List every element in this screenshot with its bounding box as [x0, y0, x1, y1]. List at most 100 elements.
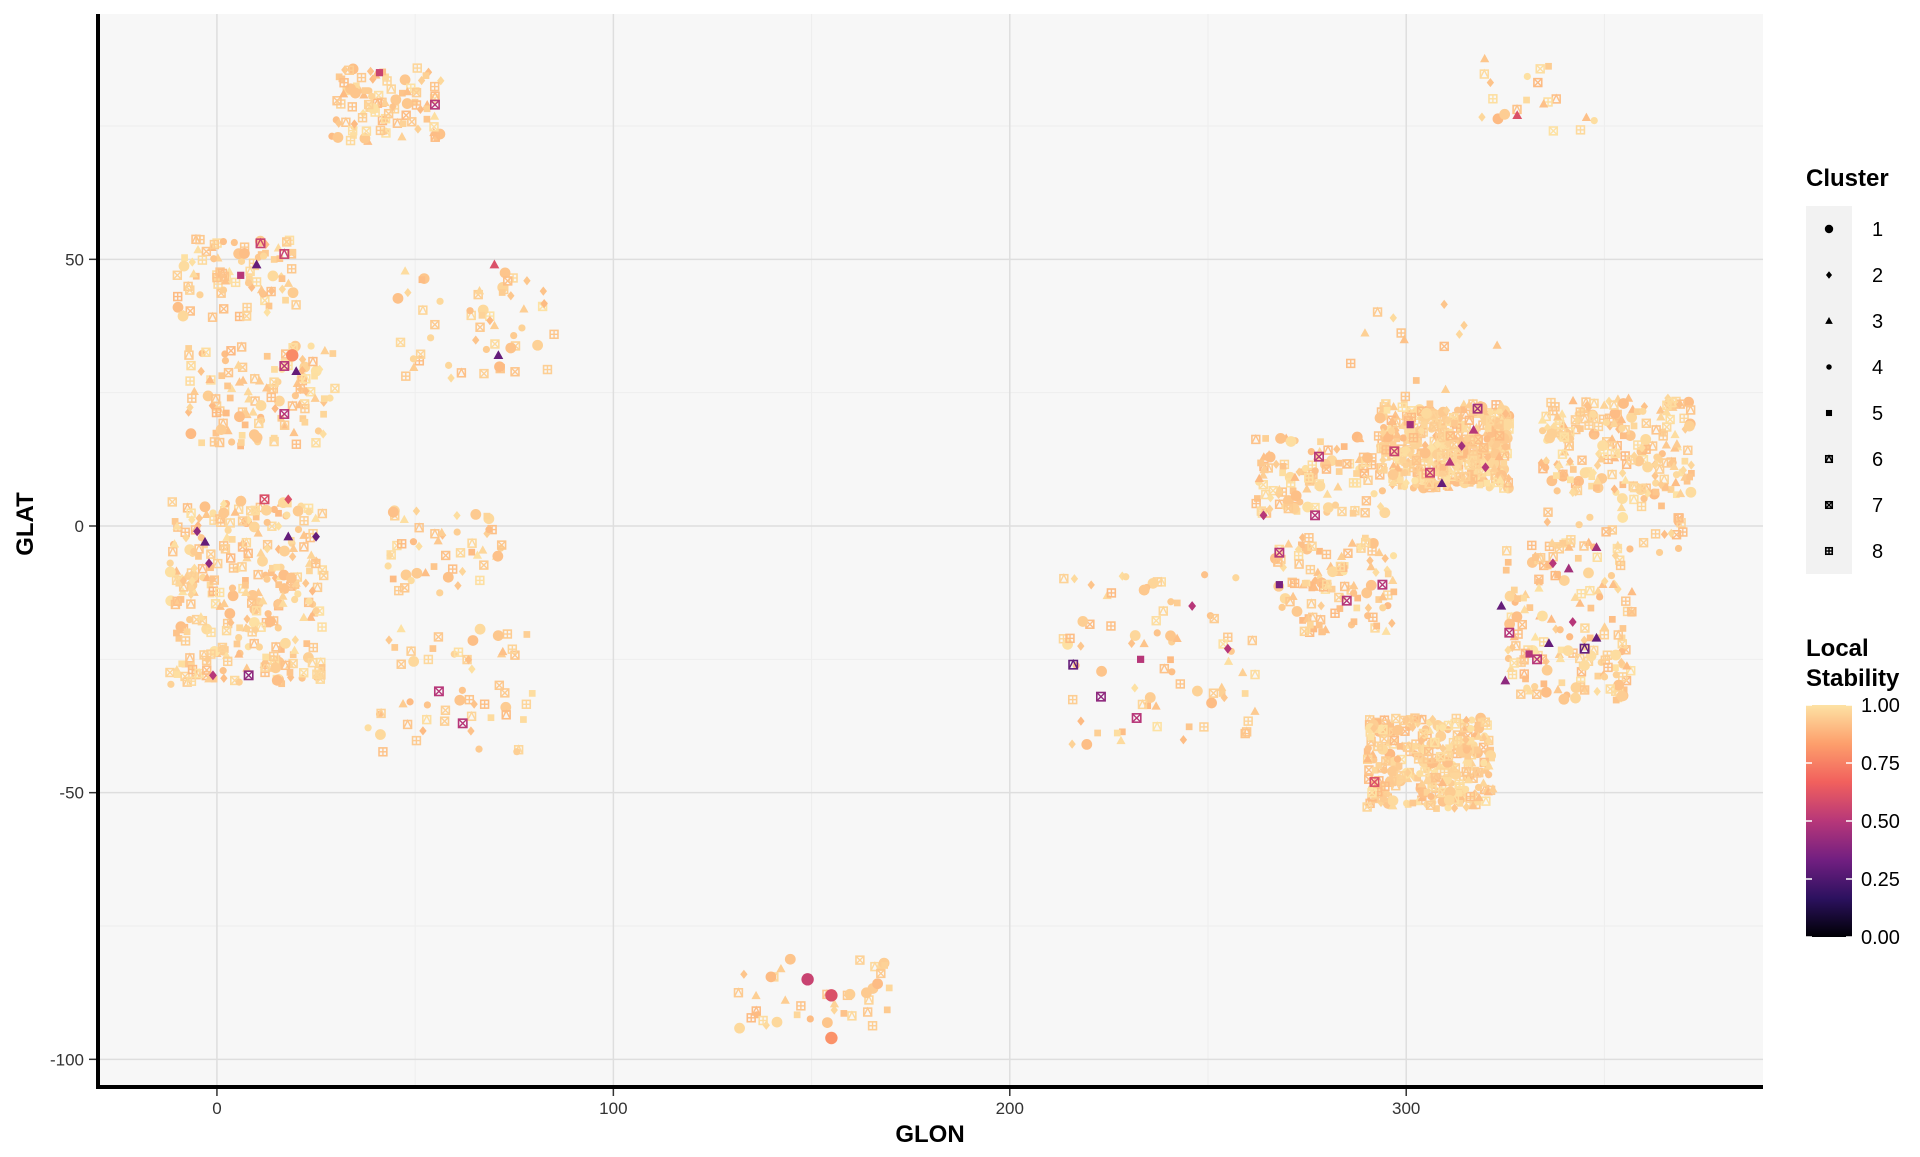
data-point: [780, 995, 790, 1004]
data-point: [501, 709, 511, 720]
data-point: [1285, 436, 1297, 447]
data-point: [1410, 742, 1417, 750]
data-point: [1350, 589, 1358, 597]
data-point: [1495, 475, 1505, 484]
data-point: [1395, 762, 1403, 770]
data-point: [224, 382, 231, 390]
data-point: [408, 656, 420, 667]
data-point: [1665, 414, 1675, 425]
data-point: [307, 342, 315, 350]
data-point: [212, 429, 220, 437]
data-point: [1617, 512, 1629, 523]
data-point: [876, 968, 886, 979]
data-point: [1596, 454, 1606, 463]
data-point: [1523, 72, 1531, 81]
data-point: [1558, 575, 1570, 586]
colorbar-tick-label: 0.50: [1861, 811, 1900, 833]
data-point: [1208, 688, 1219, 698]
data-point: [218, 507, 230, 519]
data-point: [399, 74, 411, 86]
data-point: [234, 411, 245, 423]
data-point: [1589, 410, 1597, 418]
data-point: [1504, 558, 1512, 566]
data-point-low-stability: [825, 1031, 838, 1045]
data-point: [1477, 410, 1485, 420]
data-point-low-stability: [312, 531, 320, 542]
data-point: [237, 442, 244, 450]
data-point: [350, 119, 359, 129]
data-point: [1353, 470, 1360, 477]
data-point: [1435, 730, 1447, 742]
data-point: [1423, 754, 1433, 764]
data-point: [1251, 433, 1261, 445]
data-point: [187, 589, 195, 600]
data-point: [1467, 431, 1475, 439]
data-point: [1580, 623, 1590, 633]
data-point: [1460, 471, 1471, 482]
data-point: [1274, 484, 1284, 494]
data-point: [1376, 501, 1385, 512]
data-point: [1306, 598, 1317, 609]
x-axis-title: GLON: [895, 1121, 964, 1148]
data-point: [1557, 409, 1567, 418]
data-point: [341, 116, 351, 127]
data-point: [409, 362, 419, 371]
data-point: [1559, 539, 1567, 547]
data-point: [423, 701, 431, 709]
data-point: [207, 564, 214, 572]
data-point: [1399, 456, 1407, 464]
data-point: [1617, 657, 1625, 667]
data-point: [195, 513, 203, 523]
data-point: [1488, 784, 1498, 793]
data-point: [418, 276, 426, 284]
data-point: [1368, 612, 1378, 622]
data-point: [1291, 606, 1303, 617]
data-point: [881, 962, 888, 969]
data-point: [1595, 449, 1603, 459]
data-point: [1535, 64, 1545, 74]
data-point: [1379, 455, 1387, 465]
data-point: [423, 115, 431, 123]
data-point: [387, 506, 399, 518]
stability-legend-title-line2: Stability: [1806, 665, 1900, 692]
cluster-legend-label: 6: [1872, 449, 1883, 471]
data-point: [1339, 581, 1350, 592]
data-point: [1530, 632, 1540, 641]
data-point: [280, 637, 291, 649]
data-point: [414, 522, 424, 533]
data-point: [1392, 425, 1400, 435]
data-point: [1387, 427, 1396, 435]
data-point: [1422, 775, 1432, 785]
data-point: [1462, 802, 1471, 812]
data-point: [1364, 603, 1373, 613]
data-point: [1266, 493, 1275, 503]
data-point: [453, 510, 461, 521]
data-point: [1502, 566, 1510, 574]
data-point: [269, 651, 279, 662]
data-point: [1445, 744, 1452, 752]
data-point: [185, 376, 195, 386]
data-point: [430, 563, 438, 570]
data-point: [1444, 415, 1452, 425]
data-point: [498, 289, 506, 296]
data-point: [319, 429, 327, 439]
cluster-legend-label: 3: [1872, 311, 1883, 333]
data-point: [1209, 613, 1219, 624]
data-point: [464, 694, 475, 705]
data-point: [339, 89, 349, 98]
data-point: [271, 573, 280, 583]
data-point: [1442, 449, 1452, 459]
data-point: [1569, 466, 1577, 473]
data-point-low-stability: [291, 366, 302, 376]
data-point: [278, 598, 288, 607]
data-point: [278, 275, 286, 283]
data-point: [1304, 473, 1314, 483]
data-point: [1555, 653, 1566, 663]
data-point: [1545, 62, 1552, 70]
data-point: [1607, 434, 1617, 443]
data-point: [1501, 408, 1510, 419]
data-point: [234, 377, 245, 386]
data-point: [1584, 402, 1593, 413]
data-point: [172, 521, 182, 530]
data-point: [844, 988, 856, 1000]
